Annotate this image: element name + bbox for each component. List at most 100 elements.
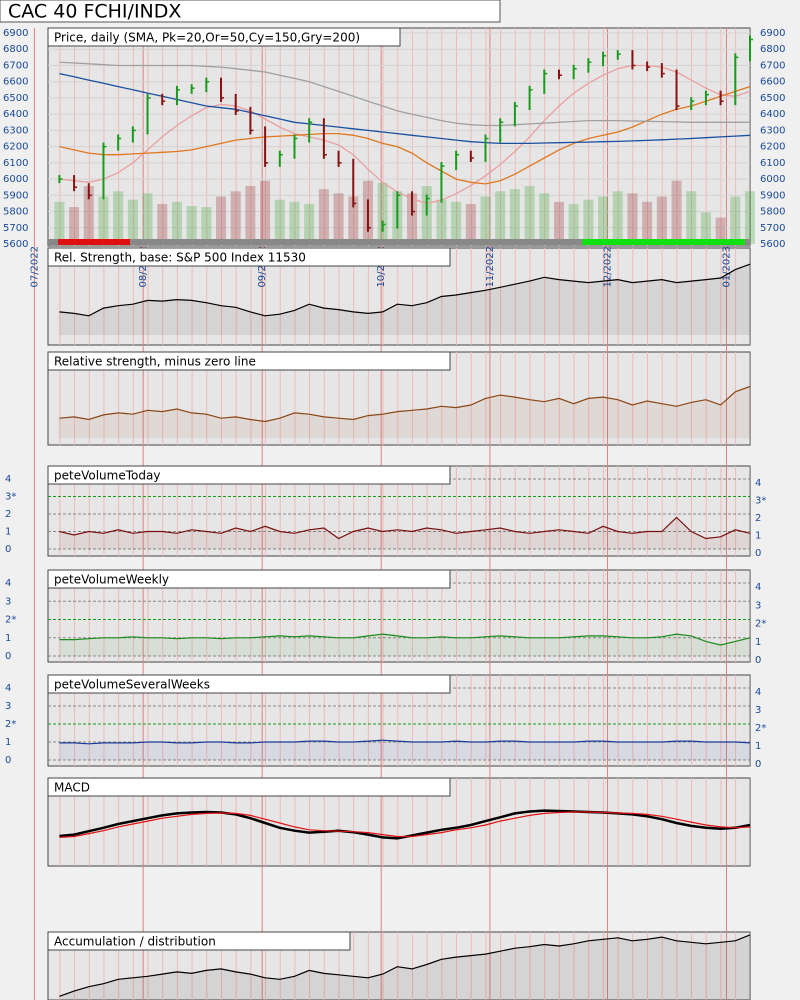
y-tick-label: 6800 [760, 44, 785, 55]
status-green [582, 239, 745, 245]
x-tick-label: 12/2022 [602, 246, 613, 288]
y-tick-label: 2* [755, 619, 766, 630]
y-tick-label: 6600 [760, 77, 785, 88]
y-tick-label: 2* [5, 719, 16, 730]
panel-title-box [47, 674, 451, 694]
volume-bar [333, 193, 344, 244]
panel-title-box [47, 931, 351, 951]
volume-bar [98, 196, 109, 244]
y-tick-label: 6300 [3, 125, 28, 136]
volume-bar [127, 199, 138, 244]
volume-bar [730, 196, 741, 244]
volume-bar [700, 212, 711, 244]
sma-line [59, 61, 750, 127]
line-area [59, 934, 750, 1000]
panel-title-box [47, 465, 451, 485]
y-tick-label: 0 [5, 544, 11, 555]
line-series [59, 633, 751, 646]
volume-bar [436, 199, 447, 244]
line-area [59, 517, 750, 549]
volume-bar [142, 193, 153, 244]
y-tick-label: 2* [5, 615, 16, 626]
panel-title: Relative strength, minus zero line [54, 355, 256, 369]
panel-title: Rel. Strength, base: S&P 500 Index 11530 [54, 251, 306, 265]
y-tick-label: 1 [755, 637, 761, 648]
panel-title: peteVolumeSeveralWeeks [54, 678, 210, 692]
y-tick-label: 2 [5, 509, 11, 520]
line-area [59, 386, 750, 438]
volume-bar [230, 191, 241, 244]
y-tick-label: 5800 [760, 207, 785, 218]
x-tick-label: 01/2023 [721, 246, 732, 288]
panel-title: peteVolumeToday [54, 469, 160, 483]
y-tick-label: 1 [5, 527, 11, 538]
volume-bar [553, 201, 564, 244]
volume-bar [83, 185, 94, 244]
x-tick-label: 11/2022 [485, 246, 496, 288]
line-series [59, 263, 751, 317]
y-tick-label: 3* [5, 492, 16, 503]
panel-title: Accumulation / distribution [54, 935, 216, 949]
volume-bar [216, 196, 227, 244]
y-tick-label: 3 [5, 701, 11, 712]
volume-bar [304, 203, 315, 244]
y-tick-label: 4 [5, 578, 11, 589]
y-tick-label: 3 [5, 596, 11, 607]
y-tick-label: 6700 [760, 60, 785, 71]
sma-line [59, 85, 751, 185]
line-area [59, 634, 750, 656]
y-tick-label: 5600 [3, 239, 28, 250]
y-tick-label: 6600 [3, 77, 28, 88]
sma-line [59, 72, 751, 145]
y-tick-label: 6900 [760, 28, 785, 39]
volume-bar [289, 201, 300, 244]
volume-bar [568, 203, 579, 244]
line-area [59, 740, 750, 760]
x-tick-label: 09/2022 [257, 246, 268, 288]
line-series [59, 385, 751, 423]
volume-bar [656, 196, 667, 244]
y-tick-label: 6400 [760, 109, 785, 120]
y-tick-label: 1 [5, 737, 11, 748]
panel-title-box [47, 569, 451, 589]
page-title: CAC 40 FCHI/INDX [8, 1, 181, 23]
volume-bar [598, 196, 609, 244]
y-tick-label: 4 [5, 683, 11, 694]
volume-bar [509, 189, 520, 244]
line-series [59, 739, 751, 745]
volume-bar [642, 201, 653, 244]
y-tick-label: 4 [755, 582, 761, 593]
panel-title: peteVolumeWeekly [54, 573, 169, 587]
volume-bar [480, 196, 491, 244]
volume-bar [377, 182, 388, 244]
status-strip [48, 239, 750, 245]
y-tick-label: 6700 [3, 60, 28, 71]
panel-title: Price, daily (SMA, Pk=20,Or=50,Cy=150,Gr… [54, 31, 360, 45]
volume-bar [274, 199, 285, 244]
y-tick-label: 1 [755, 741, 761, 752]
volume-bar [539, 193, 550, 244]
volume-bar [627, 193, 638, 244]
volume-bar [201, 207, 212, 244]
volume-bar [113, 191, 124, 244]
y-tick-label: 6500 [760, 93, 785, 104]
volume-bar [171, 201, 182, 244]
volume-bar [686, 191, 697, 244]
volume-bar [465, 203, 476, 244]
y-tick-label: 0 [755, 759, 761, 770]
y-tick-label: 5600 [760, 239, 785, 250]
status-red [58, 239, 130, 245]
y-tick-label: 4 [755, 687, 761, 698]
y-tick-label: 5900 [760, 190, 785, 201]
line-series [59, 516, 751, 540]
y-tick-label: 0 [755, 655, 761, 666]
y-tick-label: 6400 [3, 109, 28, 120]
x-tick-label: 10/2022 [376, 246, 387, 288]
x-tick-label: 07/2022 [29, 246, 40, 288]
volume-bar [318, 189, 329, 244]
volume-bar [612, 191, 623, 244]
panel-title-box [47, 777, 451, 797]
y-tick-label: 6000 [760, 174, 785, 185]
y-tick-label: 0 [5, 755, 11, 766]
